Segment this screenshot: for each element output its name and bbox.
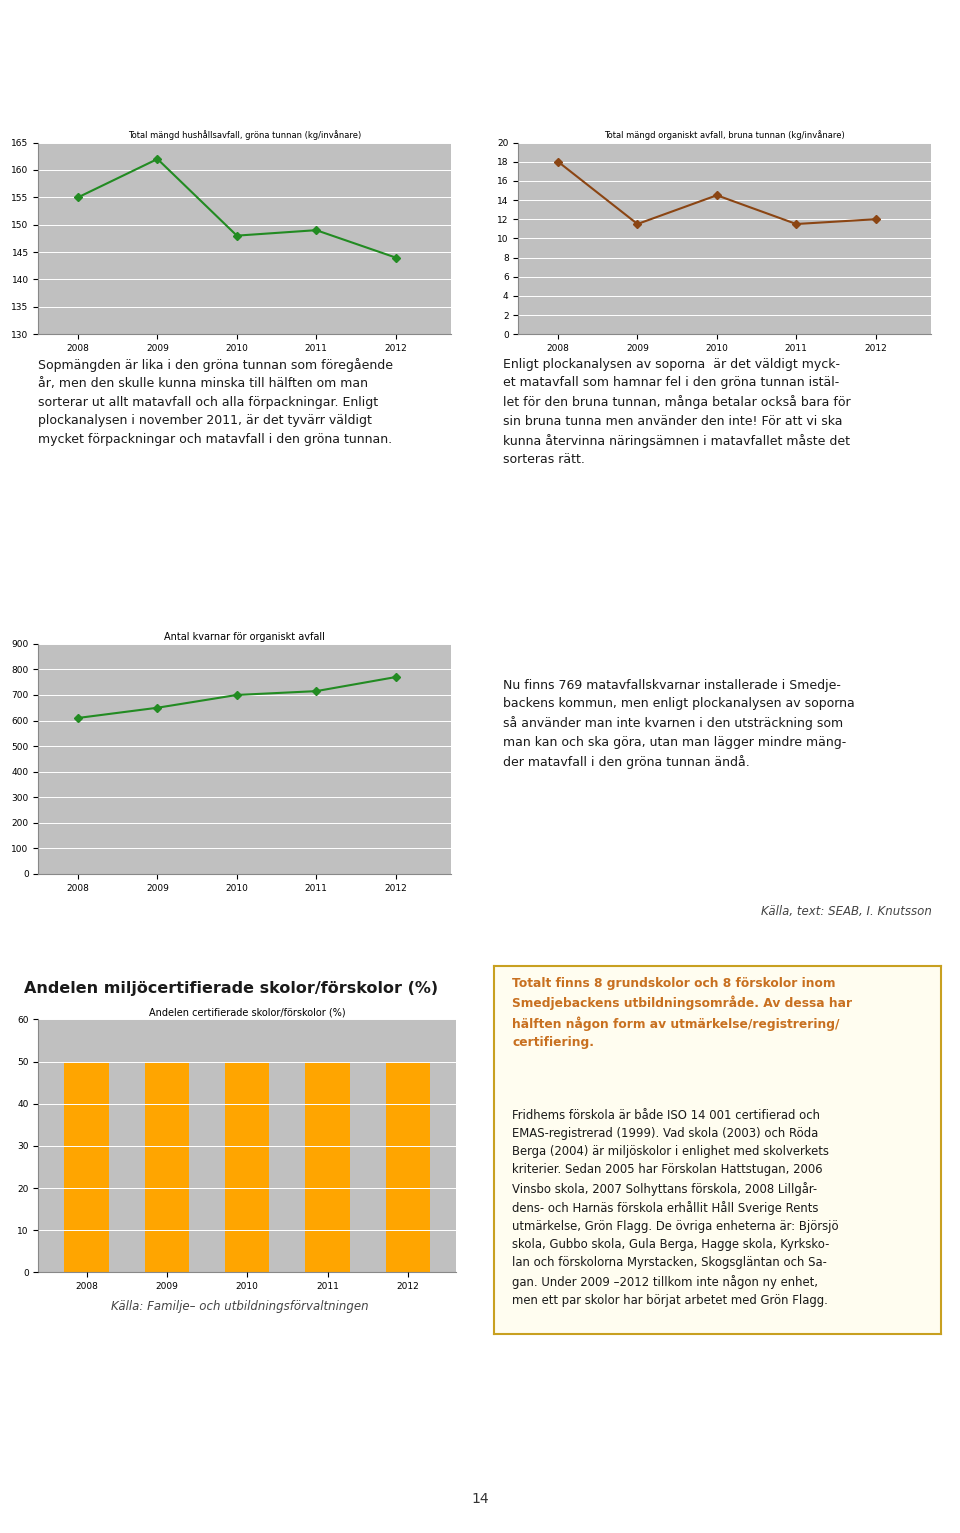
Text: Enligt plockanalysen av soporna  är det väldigt myck-
et matavfall som hamnar fe: Enligt plockanalysen av soporna är det v…	[503, 359, 851, 466]
Text: Sopmängden är lika i den gröna tunnan som föregående
år, men den skulle kunna mi: Sopmängden är lika i den gröna tunnan so…	[37, 359, 393, 446]
Bar	[305, 1061, 349, 1272]
Text: Källa: Familje– och utbildningsförvaltningen: Källa: Familje– och utbildningsförvaltni…	[111, 1300, 369, 1314]
Title: Total mängd organiskt avfall, bruna tunnan (kg/invånare): Total mängd organiskt avfall, bruna tunn…	[605, 130, 845, 141]
Title: Antal kvarnar för organiskt avfall: Antal kvarnar för organiskt avfall	[164, 632, 325, 642]
Text: Andelen miljöcertifierade skolor/förskolor (%): Andelen miljöcertifierade skolor/förskol…	[24, 981, 438, 996]
Text: 14: 14	[471, 1492, 489, 1505]
Text: Nu finns 769 matavfallskvarnar installerade i Smedje-
backens kommun, men enligt: Nu finns 769 matavfallskvarnar installer…	[503, 679, 855, 768]
Title: Total mängd hushållsavfall, gröna tunnan (kg/invånare): Total mängd hushållsavfall, gröna tunnan…	[129, 130, 361, 141]
Text: Totalt finns 8 grundskolor och 8 förskolor inom
Smedjebackens utbildningsområde.: Totalt finns 8 grundskolor och 8 förskol…	[513, 977, 852, 1049]
Bar	[64, 1061, 108, 1272]
Title: Andelen certifierade skolor/förskolor (%): Andelen certifierade skolor/förskolor (%…	[149, 1007, 346, 1018]
Bar	[145, 1061, 189, 1272]
Bar	[386, 1061, 430, 1272]
Text: Fridhems förskola är både ISO 14 001 certifierad och
EMAS-registrerad (1999). Va: Fridhems förskola är både ISO 14 001 cer…	[513, 1110, 839, 1306]
Bar	[225, 1061, 270, 1272]
Text: Källa, text: SEAB, I. Knutsson: Källa, text: SEAB, I. Knutsson	[761, 906, 932, 918]
Text: God bebyggd miljö: God bebyggd miljö	[353, 41, 703, 75]
